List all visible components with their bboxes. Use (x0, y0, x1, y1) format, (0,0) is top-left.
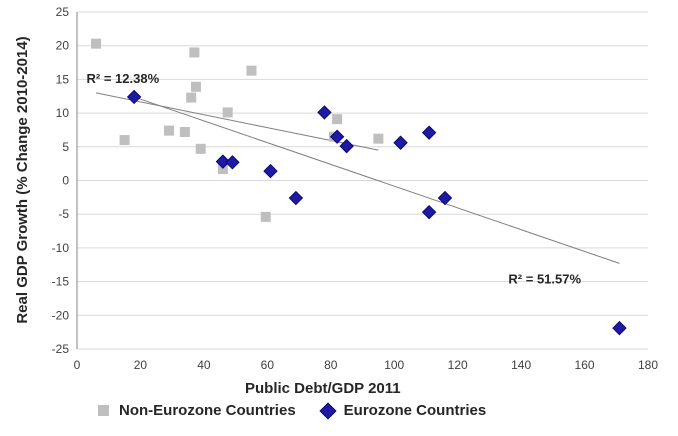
eurozone-point (288, 190, 304, 206)
x-tick-label: 40 (197, 358, 211, 372)
y-tick-label: -10 (52, 241, 70, 255)
y-tick-label: -25 (52, 342, 70, 356)
non-eurozone-point (189, 47, 200, 58)
non-eurozone-point (222, 107, 233, 118)
eurozone-point (612, 320, 627, 336)
eurozone-point (339, 138, 354, 154)
legend-label-eurozone: Eurozone Countries (343, 402, 487, 419)
non-eurozone-point (260, 211, 271, 222)
y-tick-label: -20 (52, 308, 70, 322)
x-tick-label: 0 (74, 358, 81, 372)
y-tick-label: 15 (56, 72, 70, 86)
x-tick-label: 180 (638, 358, 658, 372)
y-tick-label: 20 (56, 39, 70, 53)
y-tick-label: -15 (52, 275, 70, 289)
non-eurozone-point (217, 164, 228, 175)
x-axis: 0 20 40 60 80 100 120 140 160 180 (74, 358, 659, 372)
y-tick-label: -5 (58, 207, 69, 221)
eurozone-point (317, 105, 332, 120)
eurozone-point (329, 129, 345, 144)
gridlines (77, 11, 648, 350)
trendlines (95, 92, 620, 264)
legend-item-eurozone: Eurozone Countries (318, 402, 487, 419)
non-eurozone-point (179, 126, 190, 137)
non-eurozone-point (332, 114, 343, 125)
y-axis-title: Real GDP Growth (% Change 2010-2014) (14, 36, 31, 323)
non-eurozone-point (246, 65, 257, 76)
eurozone-point (126, 89, 142, 105)
y-tick-label: 5 (62, 140, 69, 154)
eurozone-point (225, 155, 240, 170)
non-eurozone-point (373, 133, 384, 144)
r-squared-label: R² = 12.38% (87, 71, 160, 86)
x-tick-label: 100 (384, 358, 404, 372)
eurozone-point (421, 125, 437, 140)
non-eurozone-point (163, 125, 174, 136)
x-tick-label: 120 (448, 358, 468, 372)
x-tick-label: 20 (134, 358, 148, 372)
square-marker-icon (98, 405, 109, 416)
non-eurozone-point (195, 143, 206, 154)
eurozone-point (421, 204, 437, 220)
legend: Non-Eurozone Countries Eurozone Countrie… (98, 402, 508, 419)
data-points (91, 38, 627, 336)
legend-item-non-eurozone: Non-Eurozone Countries (98, 402, 296, 419)
eurozone-point (437, 190, 453, 206)
non-eurozone-point (91, 38, 102, 49)
legend-label-non-eurozone: Non-Eurozone Countries (119, 402, 296, 419)
y-tick-label: 0 (62, 174, 69, 188)
diamond-marker-icon (319, 402, 337, 419)
r-squared-label: R² = 51.57% (508, 272, 581, 287)
scatter-chart: 0 20 40 60 80 100 120 140 160 180 25 20 15 10 5 0 -5 -10… (14, 5, 659, 397)
x-tick-label: 140 (511, 358, 531, 372)
non-eurozone-point (119, 135, 130, 146)
non-eurozone-point (190, 81, 201, 92)
non-eurozone-point (186, 92, 197, 103)
x-tick-label: 160 (575, 358, 595, 372)
y-tick-label: 10 (56, 106, 70, 120)
eurozone-point (215, 154, 231, 169)
trendline (133, 96, 620, 264)
y-tick-label: 25 (56, 5, 70, 19)
x-axis-title: Public Debt/GDP 2011 (245, 380, 401, 397)
y-axis: 25 20 15 10 5 0 -5 -10 -15 -20 -25 (52, 5, 78, 356)
x-tick-label: 60 (261, 358, 275, 372)
eurozone-point (393, 135, 408, 150)
x-tick-label: 80 (324, 358, 338, 372)
annotations: R² = 12.38% R² = 51.57% (87, 71, 582, 287)
eurozone-point (263, 163, 278, 179)
